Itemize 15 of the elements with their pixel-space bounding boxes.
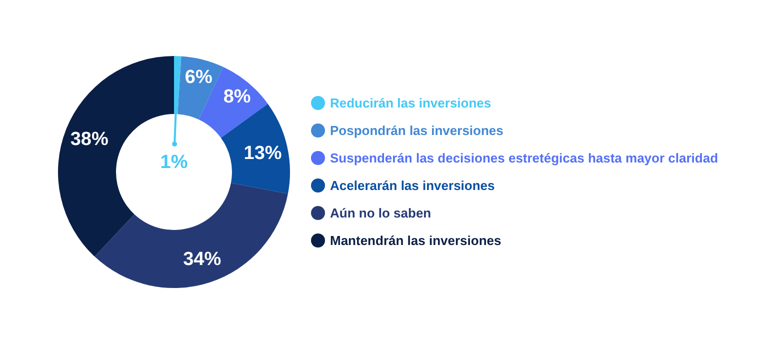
legend-label: Reducirán las inversiones (330, 96, 492, 111)
data-label: 13% (244, 142, 282, 164)
donut-slice (174, 56, 182, 114)
legend-label: Pospondrán las inversiones (330, 123, 504, 138)
donut-slice (220, 104, 290, 194)
data-label: 38% (70, 129, 109, 150)
data-label: 6% (184, 66, 212, 88)
legend-label: Aún no lo saben (330, 206, 432, 221)
donut-slice (94, 182, 288, 288)
legend-label: Acelerarán las inversiones (330, 178, 495, 194)
legend-label: Suspenderán las decisiones estretégicas hasta mayor claridad (330, 150, 718, 166)
data-label: 1% (160, 152, 188, 173)
data-label: 34% (183, 249, 222, 270)
data-label: 8% (223, 86, 251, 108)
legend-label: Mantendrán las inversiones (330, 233, 502, 248)
